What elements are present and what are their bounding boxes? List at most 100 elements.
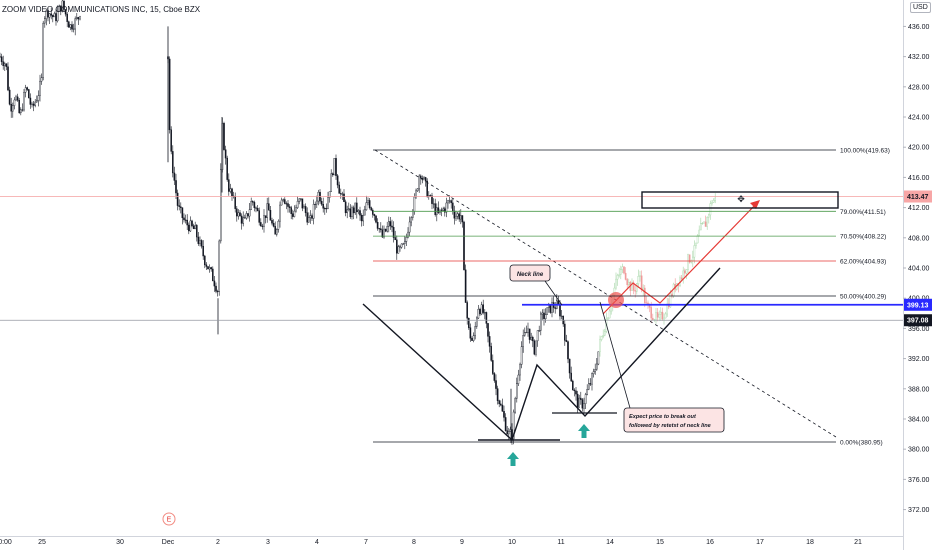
candle-body bbox=[426, 180, 429, 198]
price-label-bg bbox=[904, 190, 932, 203]
candle-body bbox=[696, 235, 699, 244]
candle-body bbox=[591, 373, 593, 385]
candle-body bbox=[77, 17, 80, 20]
candle-body bbox=[669, 293, 672, 308]
candle-body bbox=[565, 340, 568, 342]
candle-body bbox=[264, 215, 267, 218]
chart-title: ZOOM VIDEO COMMUNICATIONS INC, 15, Cboe … bbox=[2, 5, 201, 14]
candle-body bbox=[530, 337, 532, 340]
candle-body bbox=[543, 312, 545, 320]
candle-body bbox=[349, 208, 352, 218]
candle-body bbox=[292, 213, 294, 217]
candle-body bbox=[340, 193, 342, 195]
candle-body bbox=[71, 24, 73, 30]
candle-body bbox=[640, 275, 643, 290]
candle-body bbox=[301, 198, 304, 209]
candle-body bbox=[316, 200, 318, 205]
candle-body bbox=[24, 87, 27, 93]
y-tick-label: 408.00 bbox=[908, 235, 930, 242]
candle-body bbox=[434, 203, 437, 215]
candle-body bbox=[461, 215, 464, 223]
candle-body bbox=[216, 291, 219, 293]
time-axis: 0:00 25 30 Dec 2 3 4 7 8 9 10 11 14 15 16 17 18 21 E bbox=[0, 512, 903, 550]
neck-line-callout-pointer bbox=[544, 280, 563, 306]
candle-body bbox=[69, 24, 72, 28]
candle-body bbox=[52, 15, 54, 18]
candle-body bbox=[615, 278, 617, 289]
candle-body bbox=[279, 204, 281, 222]
y-tick-label: 412.00 bbox=[908, 205, 930, 212]
candle-body bbox=[2, 61, 4, 66]
candle-body bbox=[536, 330, 539, 342]
candle-body bbox=[493, 373, 496, 381]
candle-body bbox=[48, 13, 51, 18]
candle-body bbox=[474, 326, 477, 336]
candle-body bbox=[251, 201, 254, 203]
candle-body bbox=[223, 123, 225, 150]
expect-callout-pointer bbox=[599, 301, 631, 409]
earnings-marker-icon bbox=[162, 512, 176, 526]
y-tick-label: 392.00 bbox=[908, 356, 930, 363]
candle-body bbox=[250, 201, 253, 210]
candle-body bbox=[322, 204, 325, 209]
candle-body bbox=[399, 246, 401, 248]
candle-body bbox=[594, 369, 596, 372]
x-tick-label: 0:00 bbox=[0, 539, 12, 546]
fib-level-label: 100.00%(419.63) bbox=[840, 148, 890, 155]
candle-body bbox=[290, 207, 293, 214]
y-tick-label: 372.00 bbox=[908, 507, 930, 514]
candle-body bbox=[226, 157, 229, 180]
candle-body bbox=[508, 431, 510, 435]
y-tick-label: 376.00 bbox=[908, 477, 930, 484]
candle-body bbox=[181, 207, 184, 219]
candle-body bbox=[253, 202, 256, 209]
candle-body bbox=[447, 200, 449, 204]
candle-body bbox=[240, 215, 243, 224]
candle-body bbox=[343, 193, 345, 203]
currency-label[interactable]: USD bbox=[910, 2, 931, 13]
y-tick-label: 416.00 bbox=[908, 175, 930, 182]
candle-body bbox=[442, 208, 445, 211]
candle-body bbox=[218, 240, 221, 292]
price-axis: 372.00 376.00 380.00 384.00 388.00 392.00 396.… bbox=[903, 0, 932, 550]
y-tick-label: 384.00 bbox=[908, 416, 930, 423]
candle-body bbox=[532, 337, 534, 342]
candle-body bbox=[501, 404, 504, 412]
neck-line-callout-text: Neck line bbox=[517, 272, 544, 278]
candle-body bbox=[528, 328, 531, 340]
candle-body bbox=[368, 200, 371, 208]
candle-body bbox=[293, 210, 296, 217]
price-label-text: 397.08 bbox=[907, 318, 929, 325]
candle-body bbox=[520, 346, 523, 365]
candle-body bbox=[18, 100, 21, 114]
candle-body bbox=[256, 208, 259, 211]
x-tick-label: 7 bbox=[364, 539, 368, 546]
candle-body bbox=[359, 210, 361, 216]
candle-body bbox=[197, 236, 200, 244]
candle-body bbox=[309, 215, 312, 218]
candle-body bbox=[306, 212, 309, 223]
candle-body bbox=[208, 267, 211, 270]
x-tick-label: 18 bbox=[806, 539, 814, 546]
candle-body bbox=[242, 217, 245, 224]
candle-body bbox=[576, 393, 579, 408]
candle-body bbox=[357, 210, 360, 213]
fib-level-label: 70.50%(408.22) bbox=[840, 234, 886, 241]
candle-body bbox=[367, 200, 369, 203]
candle-body bbox=[661, 311, 664, 320]
candle-body bbox=[452, 202, 454, 212]
candle-body bbox=[168, 58, 171, 131]
candle-body bbox=[575, 390, 577, 395]
candle-body bbox=[620, 269, 622, 275]
candle-body bbox=[480, 304, 483, 315]
candle-body bbox=[650, 307, 652, 319]
candle-body bbox=[479, 308, 481, 315]
candle-body bbox=[304, 206, 307, 213]
candle-body bbox=[660, 311, 662, 315]
candle-body bbox=[219, 169, 222, 242]
candle-body bbox=[572, 380, 574, 391]
candle-body bbox=[3, 63, 6, 66]
candle-body bbox=[444, 208, 446, 213]
candle-body bbox=[56, 11, 59, 22]
